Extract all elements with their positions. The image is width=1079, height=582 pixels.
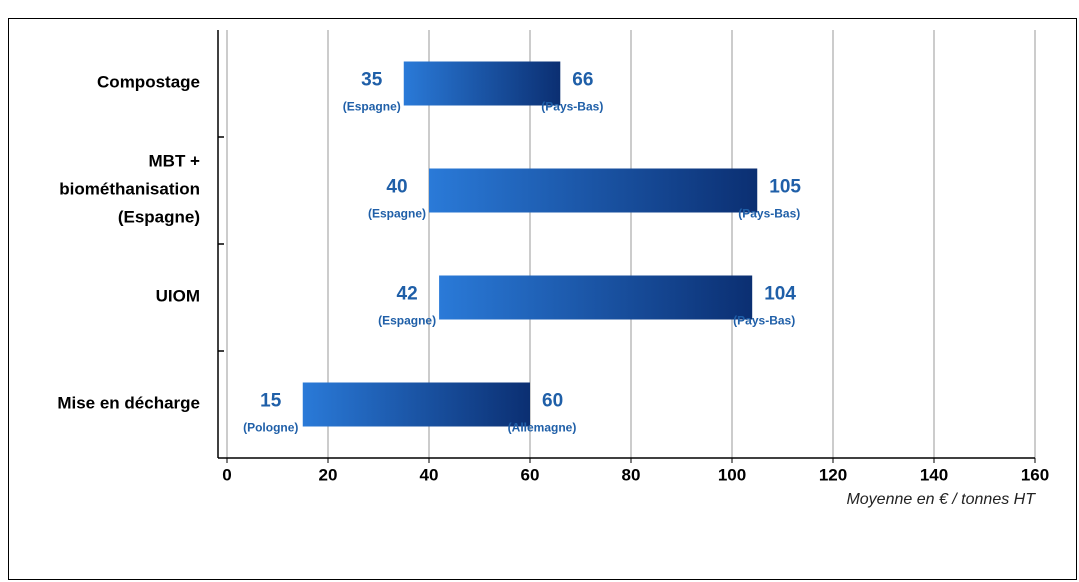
x-tick-label: 60 — [521, 465, 540, 484]
bar — [302, 382, 530, 427]
x-tick-label: 40 — [420, 465, 439, 484]
y-tick-label: MBT + biométhanisation (Espagne) — [59, 152, 200, 227]
low-label: 15 — [260, 391, 282, 412]
high-label: 104 — [764, 284, 796, 305]
high-note: (Allemagne) — [508, 421, 577, 435]
low-label: 42 — [397, 284, 418, 305]
low-label: 35 — [361, 70, 383, 91]
y-tick-label: UIOM — [156, 287, 200, 306]
low-note: (Espagne) — [378, 314, 436, 328]
y-tick-label: Mise en décharge — [57, 394, 200, 413]
x-tick-label: 0 — [222, 465, 231, 484]
bar — [429, 168, 758, 213]
low-note: (Espagne) — [343, 100, 401, 114]
x-tick-label: 100 — [718, 465, 746, 484]
y-tick-label-line: Compostage — [97, 73, 200, 92]
low-note: (Pologne) — [243, 421, 298, 435]
high-label: 105 — [769, 177, 801, 198]
y-tick-label-line: UIOM — [156, 287, 200, 306]
x-tick-label: 80 — [622, 465, 641, 484]
low-label: 40 — [386, 177, 407, 198]
y-tick-label-line: biométhanisation — [59, 180, 200, 199]
high-note: (Pays-Bas) — [733, 314, 795, 328]
y-tick-label-line: (Espagne) — [118, 208, 200, 227]
low-note: (Espagne) — [368, 207, 426, 221]
x-tick-label: 120 — [819, 465, 847, 484]
y-tick-label-line: MBT + — [149, 152, 201, 171]
x-tick-label: 160 — [1021, 465, 1049, 484]
high-label: 66 — [572, 70, 593, 91]
bar — [439, 275, 753, 320]
bar — [403, 61, 561, 106]
high-note: (Pays-Bas) — [738, 207, 800, 221]
high-note: (Pays-Bas) — [541, 100, 603, 114]
x-tick-label: 140 — [920, 465, 948, 484]
x-tick-label: 20 — [319, 465, 338, 484]
high-label: 60 — [542, 391, 563, 412]
y-tick-label: Compostage — [97, 73, 200, 92]
x-axis-label: Moyenne en € / tonnes HT — [846, 491, 1036, 508]
y-tick-label-line: Mise en décharge — [57, 394, 200, 413]
